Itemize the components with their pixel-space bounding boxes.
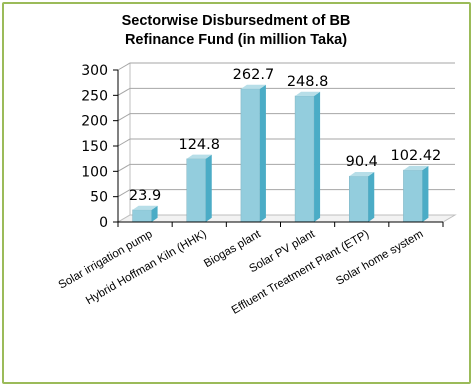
gridline (117, 138, 455, 147)
bars (132, 84, 429, 223)
y-tick-label: 100 (81, 164, 108, 180)
bar-side (368, 171, 375, 222)
y-tick-label: 150 (81, 139, 108, 155)
data-label: 262.7 (233, 67, 275, 83)
bar (349, 171, 375, 223)
gridline (117, 189, 455, 198)
bar (403, 165, 429, 223)
bar-side (314, 91, 321, 222)
bar-front (349, 175, 369, 223)
y-tick-label: 200 (81, 114, 108, 130)
gridline (117, 163, 455, 172)
bar-top (349, 171, 375, 177)
chart-title-line-2: Refinance Fund (in million Taka) (125, 32, 347, 48)
bar-front (403, 169, 423, 223)
y-tick-label: 250 (81, 88, 108, 104)
bar-top (295, 91, 321, 96)
bar-front (240, 88, 261, 223)
gridline (117, 113, 455, 122)
gridline (117, 62, 455, 71)
bar-top (240, 84, 266, 89)
bar-side (259, 84, 266, 222)
bar (294, 91, 321, 223)
bar (132, 205, 158, 223)
bar-top (403, 165, 429, 171)
chart-title-line-1: Sectorwise Disbursedment of BB (122, 13, 351, 29)
gridline (117, 87, 455, 96)
bar-top (132, 205, 158, 210)
x-category-label: Solar irrigation pump (57, 228, 155, 291)
y-tick-label: 50 (90, 190, 108, 206)
data-label: 102.42 (391, 148, 442, 164)
data-label: 23.9 (129, 188, 161, 204)
bar (240, 84, 266, 223)
y-axis: 0 50 100 150 200 250 300 (81, 63, 119, 231)
bar-top (186, 154, 212, 159)
gridlines (117, 62, 455, 198)
bar-front (132, 209, 152, 223)
data-label: 90.4 (346, 154, 378, 170)
bar-front (186, 158, 206, 223)
data-label: 124.8 (178, 137, 220, 153)
bar-front (294, 95, 315, 223)
y-tick-label: 300 (81, 63, 108, 79)
data-label: 248.8 (287, 74, 329, 90)
bar-side (151, 205, 158, 222)
y-tick-label: 0 (99, 215, 108, 231)
data-labels: 23.9 124.8 262.7 248.8 90.4 102.42 (129, 67, 441, 204)
bar-side (422, 165, 429, 222)
bar (186, 154, 212, 223)
bar-side (205, 154, 212, 222)
